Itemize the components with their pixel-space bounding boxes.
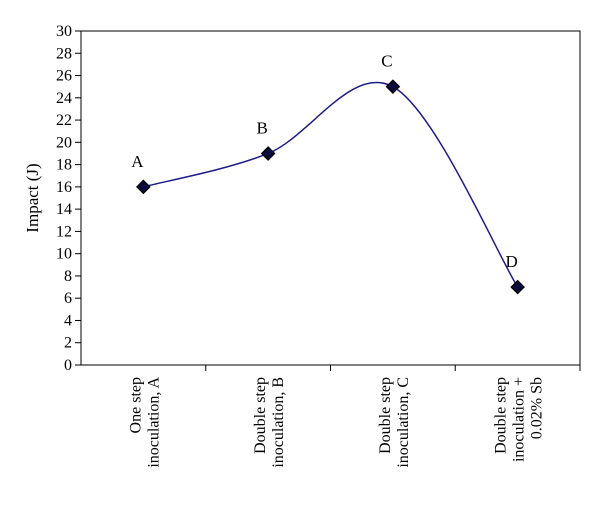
data-point — [136, 179, 151, 195]
category-label: inoculation, B — [270, 377, 287, 468]
point-label: A — [131, 152, 144, 171]
y-tick-label: 30 — [56, 23, 72, 40]
point-label: D — [505, 252, 517, 271]
category-label: 0.02% Sb — [529, 377, 546, 439]
category-labels: One step inoculation, A Double step inocula… — [127, 377, 545, 468]
y-tick-label: 4 — [64, 312, 72, 329]
y-tick-label: 10 — [56, 246, 72, 263]
y-tick-label: 26 — [56, 68, 72, 85]
plot-frame — [80, 30, 581, 366]
series-line — [143, 81, 519, 288]
data-point — [260, 146, 276, 161]
y-tick-label: 2 — [64, 335, 72, 352]
y-tick-label: 6 — [64, 290, 72, 307]
category-label: One step — [127, 377, 144, 433]
category-label: Double step — [493, 377, 510, 454]
data-markers — [136, 79, 525, 295]
y-tick-label: 24 — [56, 90, 72, 107]
y-tick-label: 16 — [56, 179, 72, 196]
category-label: inoculation, C — [395, 377, 412, 468]
x-axis — [205, 365, 581, 371]
y-tick-label: 18 — [56, 157, 72, 174]
point-labels: A B C D — [131, 52, 518, 271]
category-label: inoculation, A — [145, 377, 162, 468]
category-label: inoculation + — [511, 377, 528, 462]
y-tick-label: 20 — [56, 134, 72, 151]
category-label: Double step — [377, 377, 394, 454]
point-label: C — [381, 52, 392, 71]
data-point — [510, 279, 525, 295]
point-label: B — [256, 118, 267, 137]
y-tick-label: 14 — [56, 201, 72, 218]
y-tick-label: 12 — [56, 223, 72, 240]
y-tick-label: 8 — [64, 268, 72, 285]
data-point — [385, 79, 401, 95]
y-axis-label: Impact (J) — [23, 163, 42, 232]
category-label: Double step — [252, 377, 269, 454]
y-tick-label: 28 — [56, 45, 72, 62]
y-tick-label: 0 — [64, 357, 72, 374]
y-tick-label: 22 — [56, 112, 72, 129]
